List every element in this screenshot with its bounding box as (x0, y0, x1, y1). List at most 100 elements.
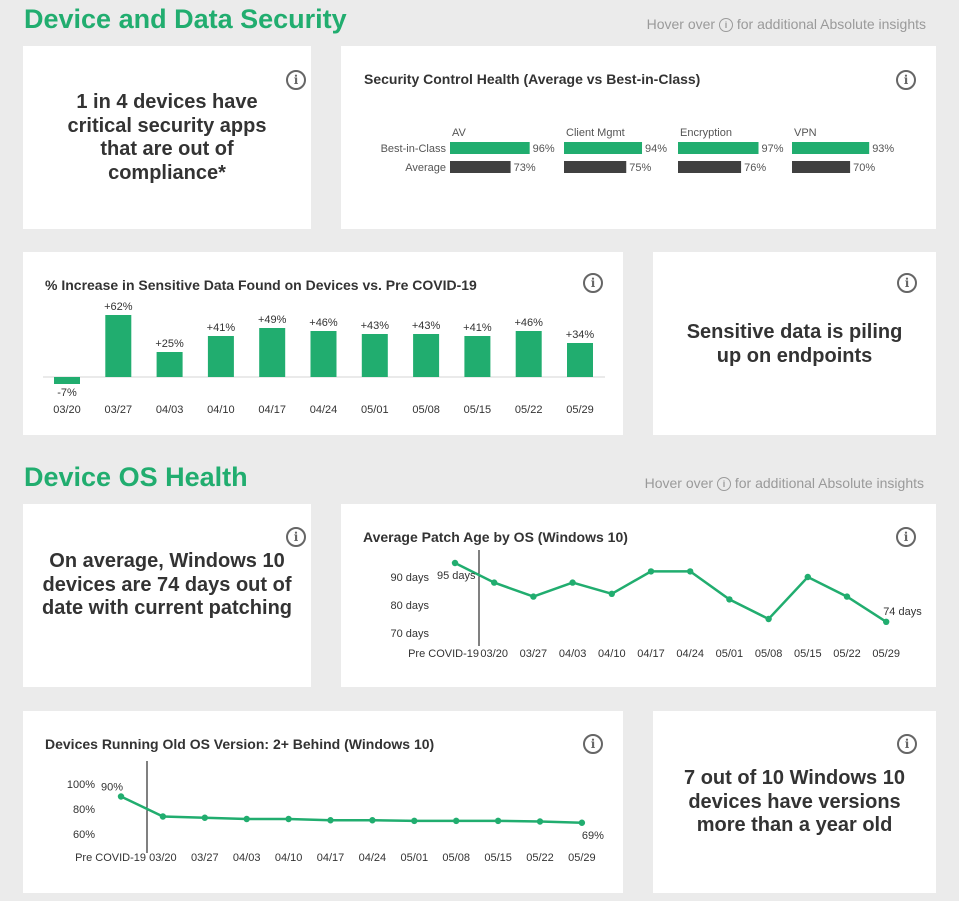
best-bar (792, 142, 870, 154)
row-label: Average (405, 162, 446, 174)
x-tick-label: 05/22 (526, 852, 554, 864)
x-tick-label: 05/08 (755, 648, 783, 660)
x-tick-label: 05/01 (401, 852, 429, 864)
x-tick-label: 04/24 (676, 648, 704, 660)
data-point (765, 615, 772, 623)
info-icon[interactable]: i (896, 70, 916, 90)
data-point (578, 819, 586, 826)
data-point (804, 573, 811, 581)
bar-data-label: +49% (258, 314, 287, 326)
x-tick-label: 05/15 (794, 648, 822, 660)
info-icon: i (718, 18, 733, 32)
data-point (327, 817, 334, 824)
bar-data-label: +25% (155, 338, 184, 350)
x-tick-label: 05/08 (412, 404, 440, 416)
data-point (451, 559, 459, 567)
data-point (536, 818, 544, 825)
info-icon: i (716, 477, 731, 491)
point-data-label: 90% (101, 782, 123, 794)
bar (105, 315, 132, 377)
bar (310, 331, 337, 377)
info-icon[interactable]: i (897, 734, 917, 754)
average-bar (678, 161, 742, 173)
data-point (843, 593, 851, 600)
patch-callout-card: i On average, Windows 10 devices are 74 … (23, 504, 311, 687)
average-bar (564, 161, 627, 173)
hover-note-prefix: Hover over (644, 475, 714, 491)
best-bar-label: 96% (533, 143, 555, 155)
security-control-chart: Best-in-Class Average AV 96% 73% Client Mgmt 9… (381, 127, 895, 174)
x-tick-label: 04/24 (310, 404, 338, 416)
data-point (883, 618, 890, 625)
bar (361, 334, 388, 377)
point-data-label: 95 days (437, 570, 476, 582)
x-tick-label: 05/29 (566, 404, 594, 416)
x-tick-label: 05/01 (716, 648, 744, 660)
info-icon[interactable]: i (897, 273, 917, 293)
group-label: AV (452, 127, 467, 139)
info-icon[interactable]: i (583, 734, 603, 754)
best-bar (678, 142, 759, 154)
data-point (687, 568, 694, 575)
point-data-label: 74 days (883, 606, 922, 618)
patch-age-card: Average Patch Age by OS (Windows 10) i 9… (341, 504, 936, 687)
x-tick-label: 04/10 (598, 648, 626, 660)
sensitive-data-chart: -7% 03/20 +62% 03/27 +25% 04/03 +41% 04/10 +49% 0… (43, 301, 605, 416)
x-tick-label: 04/24 (359, 852, 387, 864)
x-tick-label: 03/27 (520, 648, 548, 660)
x-tick-label: Pre COVID-19 (408, 648, 479, 660)
bar-data-label: +41% (207, 322, 236, 334)
bar-data-label: +62% (104, 301, 133, 313)
x-tick-label: 04/10 (275, 852, 303, 864)
bar (259, 328, 286, 377)
best-bar (450, 142, 530, 154)
x-tick-label: 05/01 (361, 404, 389, 416)
hover-note-suffix: for additional Absolute insights (736, 16, 926, 32)
patch-callout: On average, Windows 10 devices are 74 da… (41, 550, 293, 619)
bar-data-label: +34% (566, 329, 595, 341)
x-tick-label: 04/03 (156, 404, 184, 416)
hover-note: Hover over i for additional Absolute ins… (645, 475, 924, 491)
data-point (369, 817, 376, 824)
data-point (530, 593, 537, 600)
average-bar-label: 73% (514, 162, 536, 174)
y-tick-label: 90 days (390, 572, 429, 584)
data-point (411, 817, 418, 825)
data-point (491, 579, 498, 586)
group-label: VPN (794, 127, 817, 139)
series-line (454, 561, 887, 623)
hover-note-suffix: for additional Absolute insights (734, 475, 924, 491)
info-icon[interactable]: i (286, 70, 306, 90)
bar (413, 334, 440, 377)
info-icon[interactable]: i (583, 273, 603, 293)
sensitive-data-chart-card: % Increase in Sensitive Data Found on De… (23, 252, 623, 435)
data-point (608, 590, 615, 597)
patch-age-title: Average Patch Age by OS (Windows 10) (363, 529, 628, 545)
bar (464, 336, 491, 377)
security-control-card: Security Control Health (Average vs Best… (341, 46, 936, 229)
bar (156, 352, 183, 377)
average-bar (450, 161, 511, 173)
data-point (494, 817, 502, 825)
data-point (569, 579, 576, 586)
section-title-security: Device and Data Security (24, 4, 347, 34)
bar (515, 331, 542, 377)
info-icon[interactable]: i (896, 527, 916, 547)
x-tick-label: 04/03 (233, 852, 261, 864)
bar (567, 343, 593, 377)
average-bar (792, 161, 851, 173)
x-tick-label: 03/20 (53, 404, 81, 416)
row-label: Best-in-Class (381, 143, 447, 155)
sensitive-data-title: % Increase in Sensitive Data Found on De… (45, 277, 477, 293)
average-bar-label: 75% (629, 162, 651, 174)
versions-callout: 7 out of 10 Windows 10 devices have vers… (684, 767, 912, 836)
info-icon[interactable]: i (286, 527, 306, 547)
data-point (201, 814, 208, 821)
data-point (726, 596, 733, 603)
x-tick-label: 05/15 (484, 852, 512, 864)
bar-data-label: +46% (309, 317, 338, 329)
x-tick-label: 05/29 (568, 852, 596, 864)
versions-callout-card: i 7 out of 10 Windows 10 devices have ve… (653, 711, 936, 893)
data-point (647, 568, 655, 575)
y-tick-label: 60% (73, 829, 95, 841)
